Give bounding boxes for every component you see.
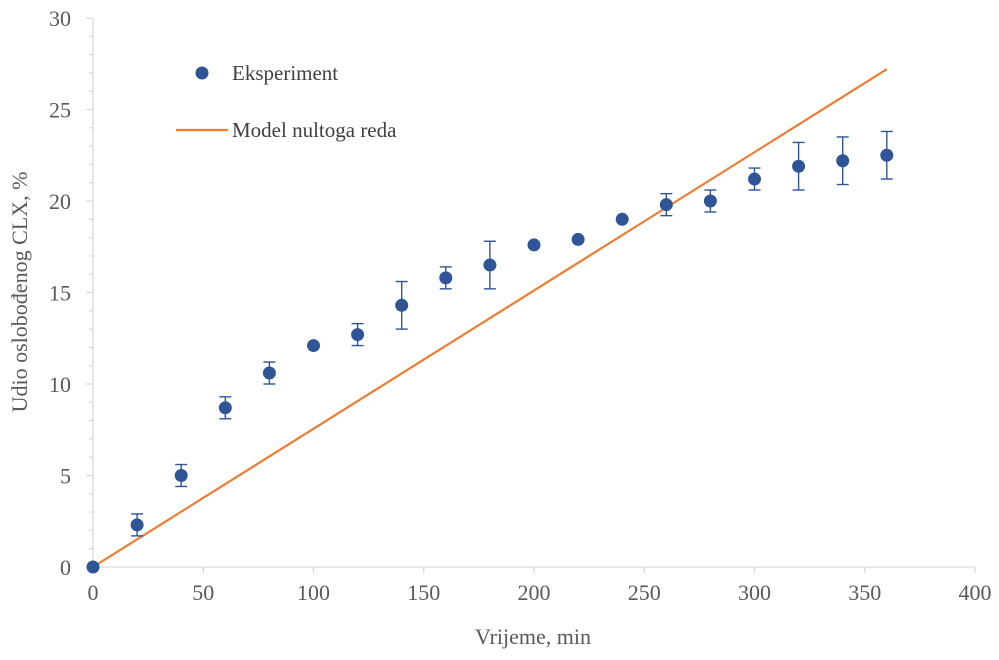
legend: Eksperiment Model nultoga reda (176, 61, 397, 142)
y-tick-label: 30 (49, 6, 71, 31)
data-point (439, 271, 453, 285)
data-point (615, 212, 629, 226)
model-line (92, 68, 888, 568)
x-tick-label: 200 (518, 580, 551, 605)
x-tick-label: 250 (628, 580, 661, 605)
data-point (483, 258, 497, 272)
data-point (703, 194, 717, 208)
data-point (836, 154, 850, 168)
data-point (351, 328, 365, 342)
data-point (880, 148, 894, 162)
y-tick-label: 0 (60, 555, 71, 580)
data-point (395, 298, 409, 312)
y-tick-label: 25 (49, 98, 71, 123)
y-axis-title: Udio oslobođenog CLX, % (7, 172, 32, 413)
data-point (262, 366, 276, 380)
x-tick-label: 100 (297, 580, 330, 605)
x-tick-label: 300 (738, 580, 771, 605)
data-point (86, 560, 100, 574)
x-axis-title: Vrijeme, min (475, 624, 591, 649)
y-tick-label: 10 (49, 372, 71, 397)
legend-label-experiment: Eksperiment (232, 61, 338, 85)
data-point (792, 159, 806, 173)
y-tick-label: 15 (49, 281, 71, 306)
y-tick-label: 5 (60, 464, 71, 489)
series-layer (86, 68, 894, 574)
data-point (130, 518, 144, 532)
data-point (174, 469, 188, 482)
data-point (527, 238, 541, 252)
data-point (571, 232, 585, 246)
y-tick-label: 20 (49, 189, 71, 214)
x-tick-label: 150 (407, 580, 440, 605)
x-tick-label: 50 (192, 580, 214, 605)
legend-marker-experiment (195, 66, 209, 80)
data-point (748, 172, 761, 186)
x-tick-label: 0 (88, 580, 99, 605)
x-tick-label: 350 (848, 580, 881, 605)
legend-label-model: Model nultoga reda (232, 118, 397, 142)
data-point (659, 198, 673, 212)
data-point (218, 401, 232, 415)
axes-layer: 0 50 100 150 200 250 300 350 400 0 5 10 15 20 25 30 (49, 6, 992, 605)
data-point (307, 339, 320, 353)
x-tick-label: 400 (959, 580, 992, 605)
